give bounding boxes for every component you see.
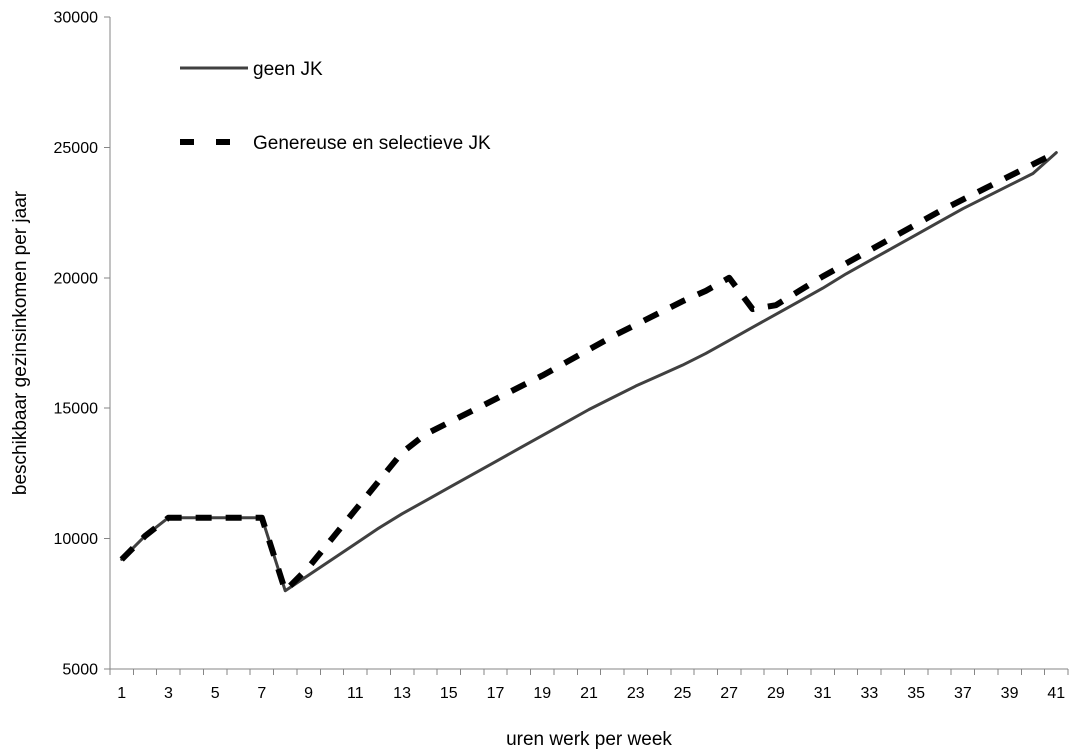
x-tick-label: 19 [533,685,551,702]
x-tick-label: 35 [907,685,925,702]
x-tick-label: 1 [117,685,126,702]
y-tick-label: 15000 [54,401,99,418]
x-tick-label: 15 [440,685,458,702]
x-tick-label: 39 [1001,685,1019,702]
x-tick-label: 29 [767,685,785,702]
x-tick-label: 25 [674,685,692,702]
x-tick-label: 33 [860,685,878,702]
x-tick-label: 13 [393,685,411,702]
legend-label-genereuse-jk: Genereuse en selectieve JK [253,133,491,154]
legend: geen JK Genereuse en selectieve JK [180,59,491,154]
y-tick-label: 30000 [54,10,99,27]
y-tick-label: 10000 [54,531,99,548]
series-layer [119,149,1058,594]
x-tick-label: 7 [257,685,266,702]
y-axis-title: beschikbaar gezinsinkomen per jaar [10,190,31,495]
series-line-geen-jk [120,151,1058,593]
x-tick-label: 21 [580,685,598,702]
x-tick-label: 9 [304,685,313,702]
x-tick-label: 23 [627,685,645,702]
y-tick-label: 25000 [54,140,99,157]
x-tick-label: 27 [720,685,738,702]
x-tick-label: 31 [814,685,832,702]
x-tick-label: 37 [954,685,972,702]
series-line-genereuse-jk [119,149,1058,594]
x-tick-label: 17 [487,685,505,702]
x-tick-label: 11 [347,685,364,702]
x-tick-label: 5 [211,685,220,702]
x-axis-ticks: 1 3 5 7 9 11 13 15 17 19 21 23 25 27 29 31 33 35 37 39 41 [109,669,1069,702]
x-tick-label: 41 [1047,685,1065,702]
legend-label-geen-jk: geen JK [253,59,323,80]
y-tick-label: 5000 [62,662,98,679]
y-tick-label: 20000 [54,270,99,287]
x-tick-label: 3 [164,685,173,702]
y-axis-ticks: 5000 10000 15000 20000 25000 30000 [54,10,110,679]
x-axis-title: uren werk per week [506,729,672,749]
